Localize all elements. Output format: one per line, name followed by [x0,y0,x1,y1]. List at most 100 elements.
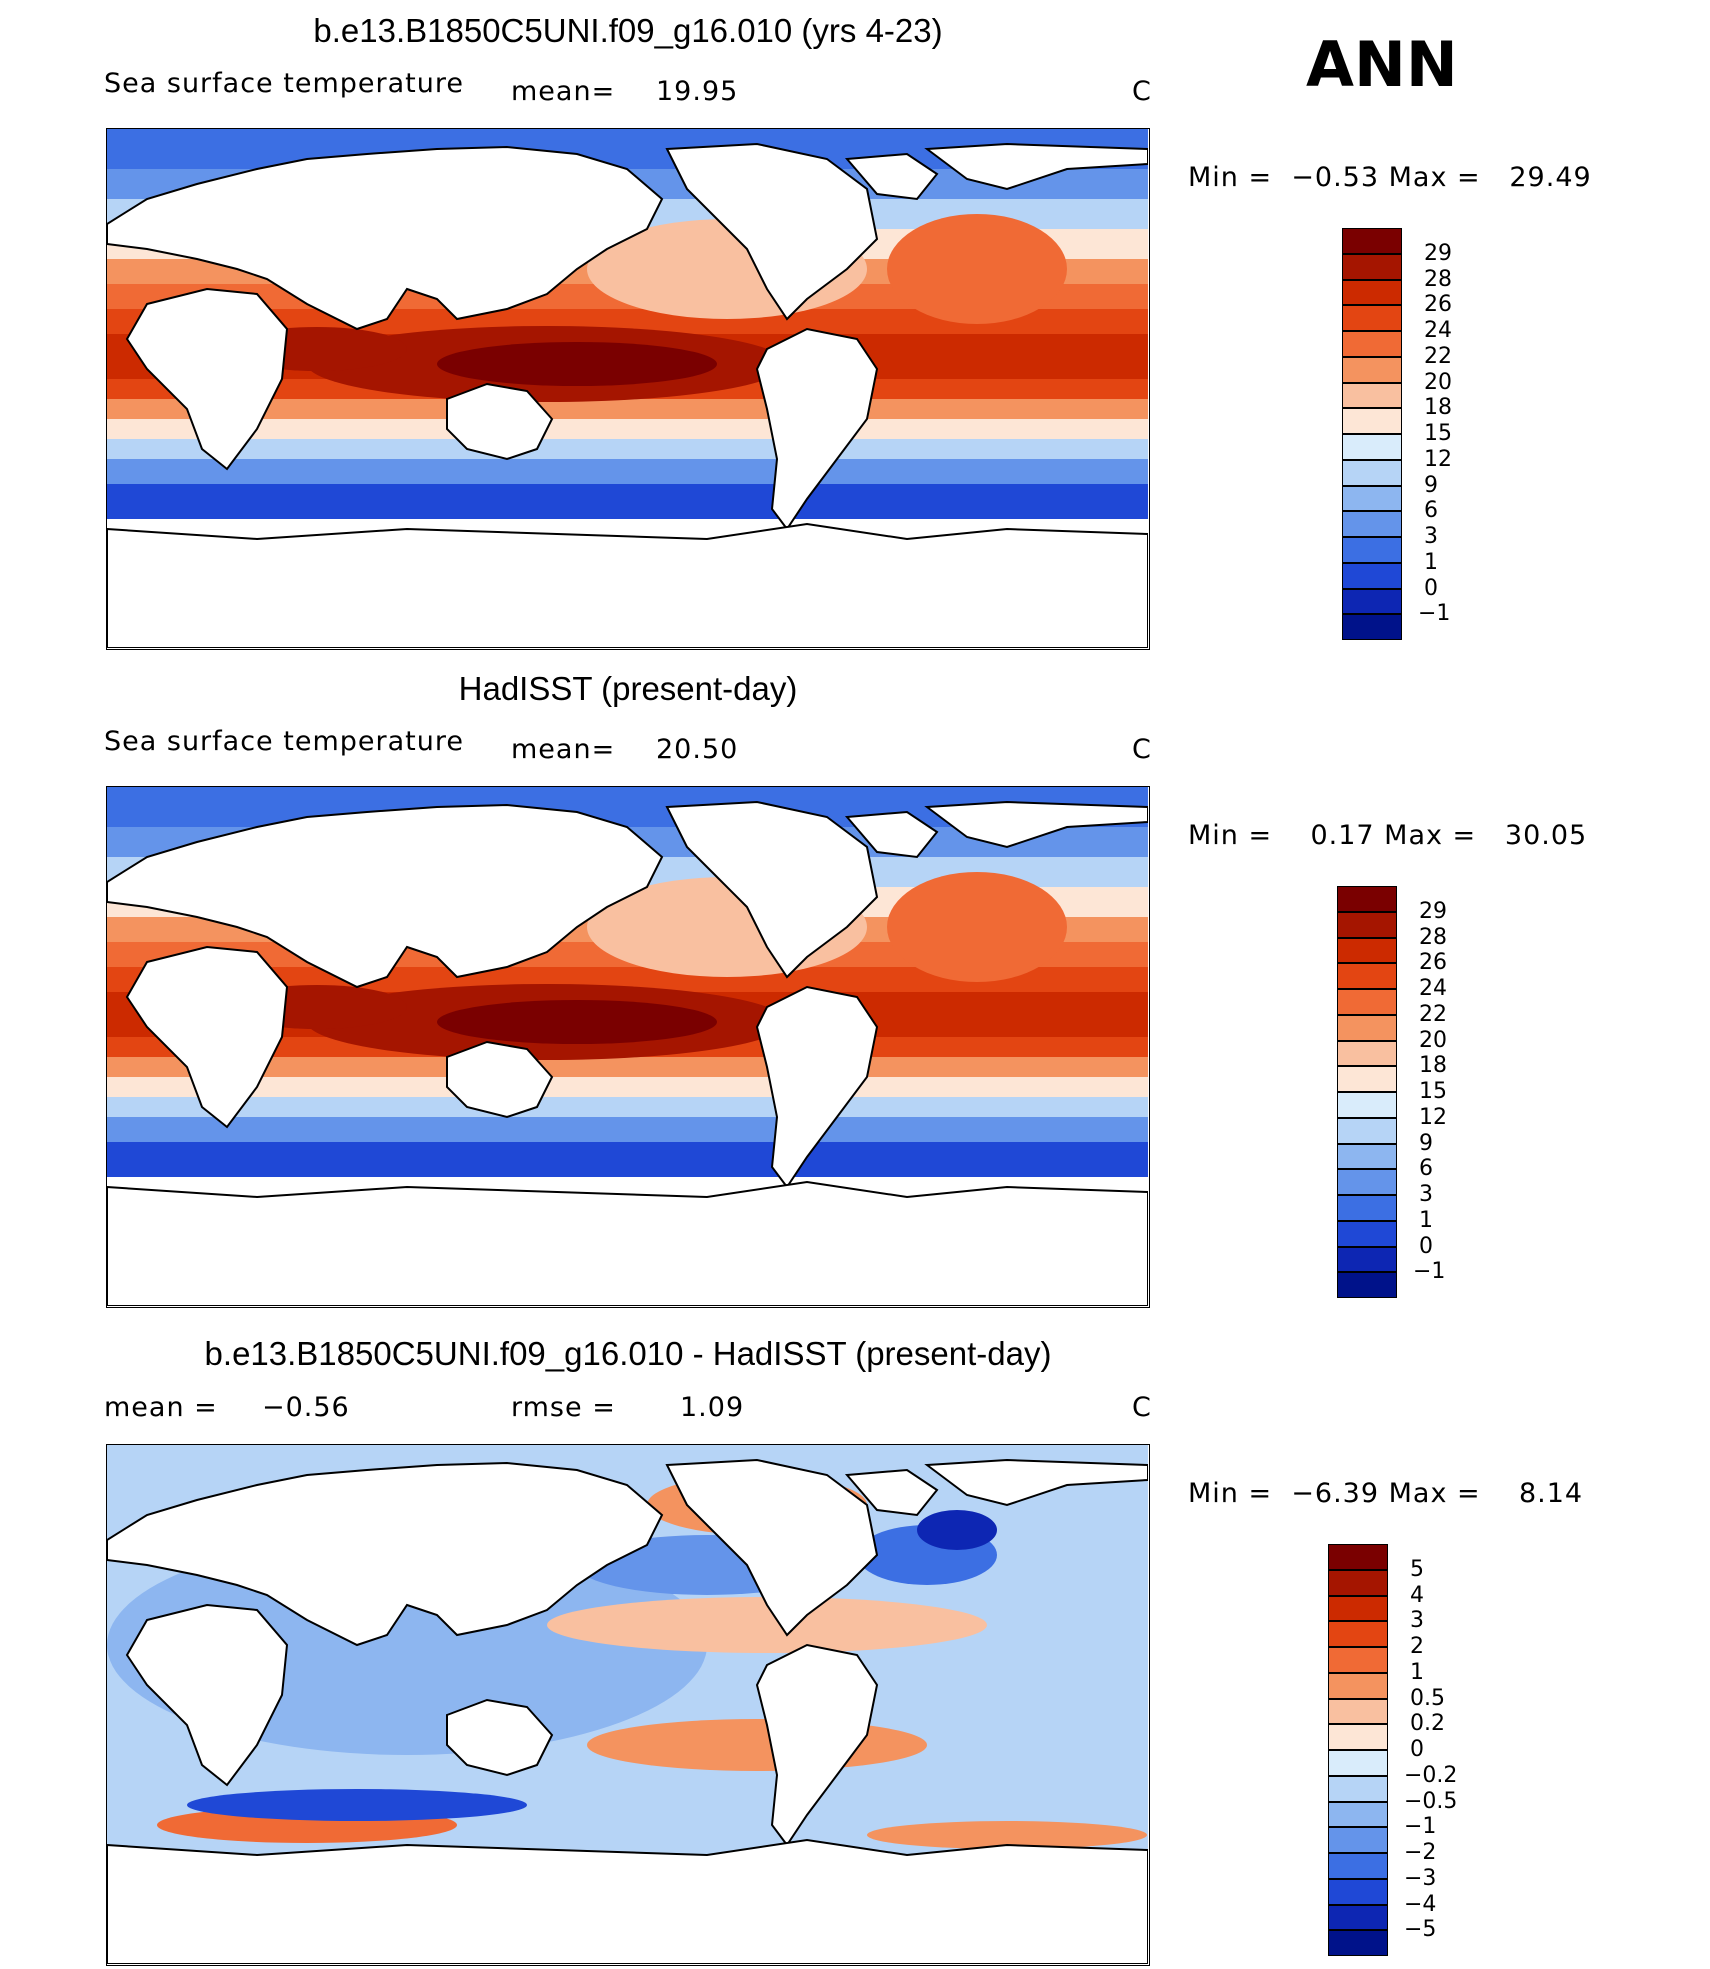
colorbar-swatch [1342,614,1402,640]
colorbar-tick-label: −0.2 [1404,1762,1458,1788]
colorbar-swatch [1342,459,1402,486]
colorbar-swatch [1328,1878,1388,1905]
panel-2-left-label: Sea surface temperature [104,726,464,757]
colorbar-swatch [1328,1827,1388,1853]
panel-1-left-label: Sea surface temperature [104,68,464,99]
sst-band [107,1142,1148,1177]
panel-3-map-svg [107,1445,1148,1964]
panel-1-mean-value: 19.95 [656,76,739,107]
panel-2-mean-value: 20.50 [656,734,739,765]
colorbar-tick-label: 3 [1424,524,1438,549]
colorbar-swatch [1328,1647,1388,1673]
colorbar-swatch [1328,1621,1388,1647]
colorbar-tick-label: 26 [1424,292,1452,318]
colorbar-tick-label: −1 [1413,1259,1446,1285]
continent-outline [924,1458,1148,1507]
colorbar-swatch [1328,1698,1388,1725]
colorbar-swatch [1342,253,1402,280]
continent-outline [665,800,879,979]
sst-band [107,1057,1148,1077]
panel-2-map [106,786,1150,1308]
colorbar-swatch [1328,1672,1388,1699]
sst-band [107,439,1148,459]
colorbar-swatch [1337,1117,1397,1144]
panel-3-rmse-value: 1.09 [680,1392,745,1423]
panel-2-minmax: Min = 0.17 Max = 30.05 [1188,820,1588,851]
colorbar-swatch [1337,1040,1397,1067]
panel-3-units: C [1132,1392,1152,1423]
colorbar-tick-label: −1 [1404,1814,1437,1840]
colorbar-swatch [1337,1014,1397,1041]
colorbar-tick-label: −2 [1404,1840,1437,1865]
colorbar-swatch [1337,1195,1397,1221]
colorbar-tick-label: 22 [1419,1001,1447,1027]
continent-outline [446,382,554,461]
panel-1-minmax: Min = −0.53 Max = 29.49 [1188,162,1592,193]
colorbar-swatch [1342,511,1402,537]
colorbar-tick-label: 15 [1419,1079,1447,1104]
panel-3-mean-label: mean = [104,1392,218,1423]
colorbar-tick-label: 28 [1419,924,1447,950]
colorbar-tick-label: 5 [1410,1556,1424,1582]
continent-outline [446,1040,554,1119]
panel-2-title: HadISST (present-day) [458,670,798,707]
colorbar-tick-label: 0.5 [1410,1685,1445,1711]
colorbar-swatch [1342,588,1402,615]
colorbar-swatch [1342,356,1402,383]
continent-outline [665,1458,879,1637]
sst-band [107,1077,1148,1097]
warm-pool-core [437,342,717,386]
continent-outline [107,522,1148,648]
colorbar-tick-label: 18 [1419,1053,1447,1079]
panel-3-minmax: Min = −6.39 Max = 8.14 [1188,1478,1584,1509]
anomaly-blob [587,1719,927,1771]
panel-1-units: C [1132,76,1152,107]
warm-pool-core [437,1000,717,1044]
panel-1-map-svg [107,129,1148,648]
continent-outline [107,803,664,989]
colorbar-swatch [1328,1853,1388,1879]
colorbar-tick-label: 18 [1424,395,1452,421]
continent-outline [844,1468,939,1517]
panel-2-mean-label: mean= [511,734,616,765]
sst-band [107,459,1148,484]
colorbar-tick-label: 20 [1419,1027,1447,1053]
colorbar-tick-label: −4 [1404,1891,1437,1917]
colorbar-tick-label: 0 [1419,1233,1433,1259]
colorbar-tick-label: 20 [1424,369,1452,395]
colorbar-swatch [1342,562,1402,589]
season-label: ANN [1306,28,1458,101]
colorbar-swatch [1342,485,1402,512]
continent-outline [755,985,879,1189]
colorbar-tick-label: −0.5 [1404,1788,1458,1814]
colorbar-swatch [1337,1066,1397,1092]
colorbar-tick-label: 24 [1424,318,1452,343]
colorbar-swatch [1342,331,1402,357]
colorbar-swatch [1342,382,1402,409]
continent-outline [446,1698,554,1777]
panel-2-colorbar [1337,886,1399,1298]
colorbar-swatch [1328,1904,1388,1931]
colorbar-tick-label: 6 [1424,498,1438,524]
anomaly-blob [547,1597,987,1653]
panel-3-rmse-label: rmse = [511,1392,616,1423]
colorbar-swatch [1342,228,1402,254]
sst-band [107,1097,1148,1117]
colorbar-swatch [1337,1092,1397,1118]
continent-outline [107,1180,1148,1306]
continent-outline [844,152,939,201]
colorbar-tick-label: 0 [1410,1737,1424,1762]
panel-2-units: C [1132,734,1152,765]
colorbar-swatch [1342,279,1402,306]
anomaly-blob [917,1510,997,1550]
colorbar-tick-label: 1 [1410,1659,1424,1685]
colorbar-tick-label: −3 [1404,1865,1437,1891]
continent-outline [924,142,1148,191]
colorbar-tick-label: 4 [1410,1582,1424,1608]
colorbar-tick-label: 0 [1424,575,1438,601]
colorbar-swatch [1337,937,1397,964]
colorbar-tick-label: 2 [1410,1634,1424,1659]
continent-outline [924,800,1148,849]
sst-band [107,419,1148,439]
continent-outline [125,945,289,1129]
